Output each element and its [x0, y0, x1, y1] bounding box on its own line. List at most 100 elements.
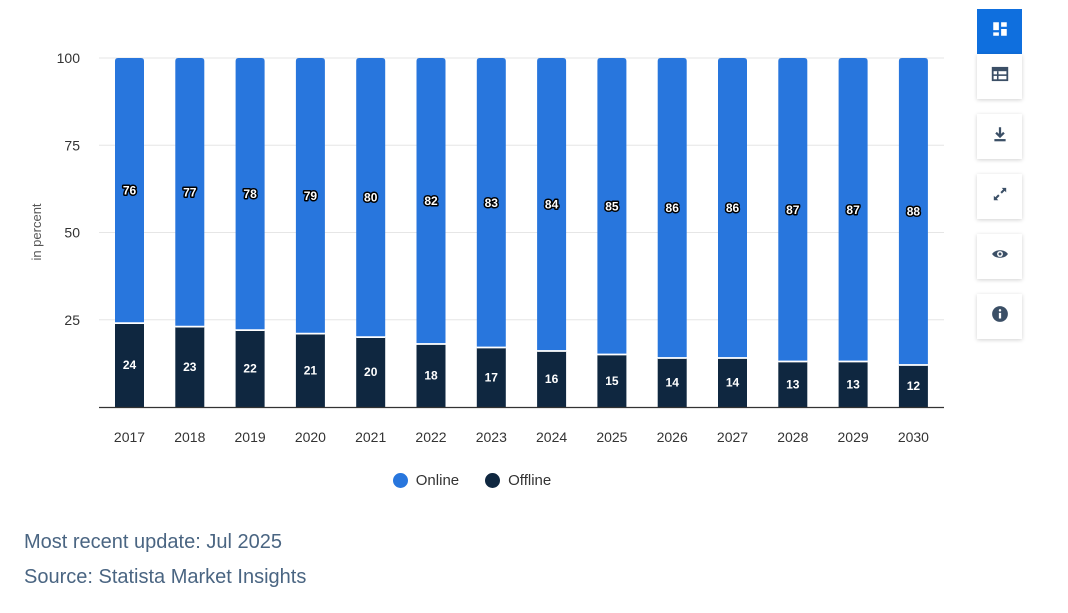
bar-online-2029[interactable]: [838, 58, 868, 361]
bar-offline-2024[interactable]: [537, 351, 567, 407]
data-label-online-2022: 82: [424, 194, 438, 208]
bar-offline-2017[interactable]: [115, 323, 144, 407]
data-label-offline-2023: 17: [485, 370, 499, 384]
bar-online-2025[interactable]: [597, 58, 627, 354]
bar-offline-2026[interactable]: [657, 358, 687, 407]
bar-online-2024[interactable]: [537, 58, 567, 351]
bar-online-2028[interactable]: [778, 58, 808, 361]
bar-offline-2021[interactable]: [356, 337, 386, 407]
x-tick-label: 2028: [777, 429, 808, 445]
x-tick-label: 2027: [717, 429, 748, 445]
bar-offline-2022[interactable]: [416, 344, 446, 407]
bar-online-2018[interactable]: [175, 58, 205, 326]
data-label-offline-2019: 22: [243, 362, 257, 376]
legend-swatch-online: [392, 473, 408, 488]
fullscreen-button[interactable]: [977, 174, 1022, 219]
table-icon: [991, 65, 1009, 88]
eye-icon: [991, 245, 1009, 268]
x-tick-label: 2024: [536, 429, 567, 445]
y-tick-label: 50: [64, 225, 80, 241]
legend: Online Offline: [0, 472, 944, 489]
bar-offline-2028[interactable]: [778, 361, 808, 407]
visibility-button[interactable]: [977, 234, 1022, 279]
data-label-offline-2020: 21: [304, 363, 318, 377]
bar-online-2020[interactable]: [295, 58, 325, 333]
x-tick-label: 2021: [355, 429, 386, 445]
data-label-online-2027: 86: [726, 201, 740, 215]
x-tick-label: 2017: [114, 429, 145, 445]
y-tick-label: 75: [64, 137, 80, 153]
info-button[interactable]: [977, 294, 1022, 339]
dashboard-button[interactable]: [977, 9, 1022, 54]
data-label-offline-2027: 14: [726, 376, 740, 390]
data-labels: 76 24 77 23 78 22 79 21 80 20 82 18 83 17 84 16 85 15 86 14…: [121, 182, 922, 393]
bar-offline-2018[interactable]: [175, 326, 205, 407]
bar-offline-2030[interactable]: [898, 365, 928, 407]
y-tick-label: 25: [64, 312, 80, 328]
x-tick-label: 2019: [235, 429, 266, 445]
data-label-offline-2017: 24: [123, 358, 137, 372]
data-label-offline-2021: 20: [364, 365, 378, 379]
source-text: Source: Statista Market Insights: [24, 566, 307, 588]
legend-label-offline: Offline: [508, 472, 552, 489]
x-tick-label: 2018: [174, 429, 205, 445]
x-tick-label: 2023: [476, 429, 507, 445]
grid-lines: [99, 57, 944, 321]
x-tick-label: 2030: [898, 429, 929, 445]
table-view-button[interactable]: [977, 54, 1022, 99]
data-label-online-2020: 79: [304, 189, 318, 203]
info-icon: [991, 305, 1009, 328]
last-update-text: Most recent update: Jul 2025: [24, 531, 282, 553]
download-button[interactable]: [977, 114, 1022, 159]
bars: [115, 58, 928, 407]
y-axis-title: in percent: [29, 203, 44, 260]
bar-online-2030[interactable]: [898, 58, 928, 365]
data-label-offline-2028: 13: [786, 377, 800, 391]
data-label-online-2028: 87: [786, 203, 800, 217]
data-label-online-2017: 76: [123, 184, 137, 198]
fullscreen-icon: [991, 185, 1009, 208]
data-label-offline-2029: 13: [846, 377, 860, 391]
bar-online-2017[interactable]: [115, 58, 144, 323]
data-label-online-2023: 83: [485, 196, 499, 210]
bar-online-2021[interactable]: [356, 58, 386, 337]
bar-online-2027[interactable]: [718, 58, 747, 358]
bar-offline-2020[interactable]: [295, 333, 325, 407]
data-label-offline-2018: 23: [183, 360, 197, 374]
data-label-offline-2022: 18: [424, 369, 438, 383]
bar-offline-2027[interactable]: [718, 358, 747, 407]
data-label-offline-2030: 12: [907, 379, 921, 393]
dashboard-icon: [991, 20, 1009, 43]
legend-swatch-offline: [485, 473, 501, 488]
bar-online-2026[interactable]: [657, 58, 687, 358]
x-tick-label: 2020: [295, 429, 326, 445]
data-label-online-2026: 86: [666, 201, 680, 215]
data-label-offline-2024: 16: [545, 372, 559, 386]
data-label-online-2030: 88: [907, 205, 921, 219]
bar-offline-2019[interactable]: [235, 330, 265, 407]
x-tick-label: 2025: [596, 429, 627, 445]
bar-online-2023[interactable]: [476, 58, 506, 347]
data-label-online-2025: 85: [605, 199, 619, 213]
download-icon: [991, 125, 1009, 148]
data-label-offline-2026: 14: [666, 376, 680, 390]
bar-offline-2025[interactable]: [597, 354, 627, 407]
bar-online-2022[interactable]: [416, 58, 446, 344]
bar-offline-2029[interactable]: [838, 361, 868, 407]
bar-online-2019[interactable]: [235, 58, 265, 330]
data-label-online-2029: 87: [846, 203, 860, 217]
data-label-online-2021: 80: [364, 191, 378, 205]
data-label-offline-2025: 15: [605, 374, 619, 388]
data-label-online-2024: 84: [545, 198, 559, 212]
x-tick-label: 2022: [415, 429, 446, 445]
data-label-online-2018: 77: [183, 185, 197, 199]
legend-label-online: Online: [415, 472, 460, 489]
data-label-online-2019: 78: [243, 187, 257, 201]
y-tick-label: 100: [57, 50, 81, 66]
bar-offline-2023[interactable]: [476, 347, 506, 407]
x-tick-label: 2026: [657, 429, 688, 445]
legend-item-online[interactable]: Online: [392, 472, 460, 489]
x-tick-label: 2029: [838, 429, 869, 445]
legend-item-offline[interactable]: Offline: [485, 472, 551, 489]
